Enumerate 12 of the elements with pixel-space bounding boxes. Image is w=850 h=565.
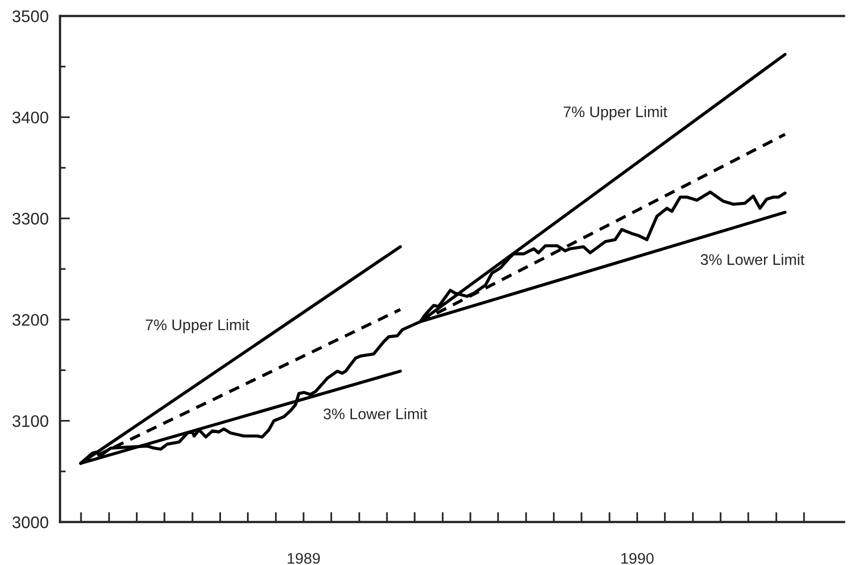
- y-tick-label: 3000: [12, 516, 48, 528]
- annotation: 3% Lower Limit: [324, 408, 428, 420]
- annotation: 7% Upper Limit: [146, 319, 250, 334]
- annotation: 3% Lower Limit: [700, 254, 804, 265]
- y-tick-label: 3100: [12, 415, 48, 428]
- y-tick-label: 3400: [12, 112, 48, 124]
- y-tick-label: 3500: [12, 10, 48, 22]
- x-tick-label: 1990: [621, 552, 654, 564]
- annotation: 7% Upper Limit: [564, 106, 668, 120]
- y-tick-label: 3200: [12, 314, 48, 326]
- x-tick-label: 1989: [288, 552, 320, 564]
- y-tick-label: 3300: [12, 212, 48, 225]
